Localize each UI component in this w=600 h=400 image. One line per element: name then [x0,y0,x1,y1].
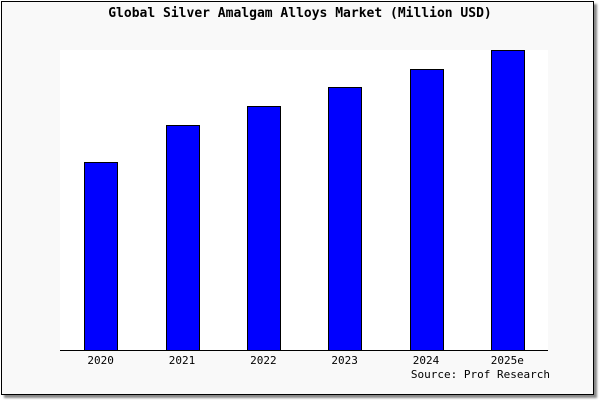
bar-2025e [491,50,525,351]
x-tick-label: 2023 [331,354,358,367]
x-tick-label: 2020 [87,354,114,367]
bar-2020 [84,162,118,351]
x-tick-label: 2021 [169,354,196,367]
bar-2021 [166,125,200,351]
bar-2022 [247,106,281,351]
x-tick-label: 2022 [250,354,277,367]
bar-2023 [328,87,362,351]
chart-title: Global Silver Amalgam Alloys Market (Mil… [108,6,492,21]
x-tick-label: 2025e [491,354,524,367]
source-note: Source: Prof Research [410,368,550,381]
plot-area [60,50,548,350]
x-tick-label: 2024 [413,354,440,367]
bar-2024 [410,69,444,351]
